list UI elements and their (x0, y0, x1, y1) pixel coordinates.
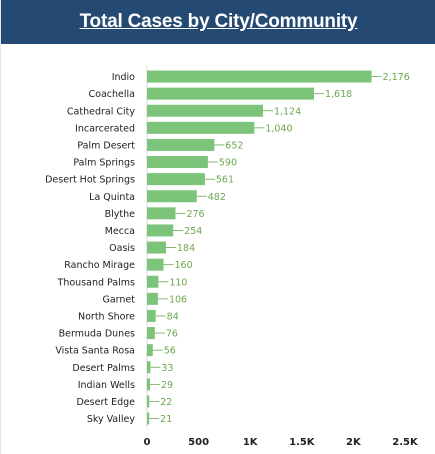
x-tick-label: 1K (243, 437, 259, 448)
x-tick-label: 0 (144, 437, 151, 448)
category-label: Desert Palms (72, 363, 135, 374)
value-label: 1,618 (325, 89, 352, 100)
category-label: Desert Edge (76, 397, 135, 408)
x-tick-label: 500 (188, 437, 209, 448)
category-label: Indio (112, 72, 135, 83)
bar (147, 309, 156, 322)
bar (147, 104, 263, 117)
bar (147, 361, 151, 374)
value-label: 590 (219, 158, 237, 169)
category-label: Desert Hot Springs (45, 175, 135, 186)
value-label: 22 (160, 397, 172, 408)
value-label: 1,124 (274, 106, 301, 117)
category-label: Garnet (102, 294, 135, 305)
bar (147, 258, 164, 271)
category-label: Oasis (109, 243, 135, 254)
bar (147, 173, 205, 186)
category-label: Mecca (105, 226, 135, 237)
value-label: 84 (167, 311, 179, 322)
bar (147, 378, 150, 391)
category-label: Cathedral City (67, 106, 135, 117)
value-label: 76 (166, 329, 178, 340)
chart-title: Total Cases by City/Community (79, 11, 358, 32)
category-label: North Shore (78, 311, 135, 322)
category-label: Rancho Mirage (64, 260, 135, 271)
bar (147, 190, 197, 203)
bar (147, 156, 208, 169)
bar (147, 412, 150, 425)
value-label: 110 (169, 277, 187, 288)
value-label: 106 (169, 294, 187, 305)
value-label: 276 (186, 209, 204, 220)
bar (147, 121, 255, 134)
category-label: Palm Desert (77, 140, 135, 151)
bar (147, 241, 166, 254)
category-label: Coachella (89, 89, 135, 100)
value-label: 21 (160, 414, 172, 425)
value-label: 184 (177, 243, 195, 254)
category-label: Blythe (105, 209, 136, 220)
bar (147, 292, 158, 305)
category-label: Thousand Palms (57, 277, 136, 288)
bar (147, 344, 153, 357)
x-tick-label: 2.5K (392, 437, 419, 448)
x-tick-label: 2K (346, 437, 362, 448)
bar (147, 395, 150, 408)
category-label: Palm Springs (73, 158, 135, 169)
bar (147, 224, 174, 237)
bar (147, 275, 159, 288)
bar (147, 327, 155, 340)
category-label: La Quinta (89, 192, 135, 203)
bar (147, 207, 176, 220)
value-label: 254 (184, 226, 202, 237)
chart-header: Total Cases by City/Community (1, 0, 435, 44)
bar (147, 138, 215, 151)
bar (147, 87, 314, 100)
value-label: 29 (161, 380, 173, 391)
value-label: 33 (161, 363, 173, 374)
value-label: 1,040 (265, 123, 292, 134)
category-label: Indian Wells (78, 380, 135, 391)
value-label: 561 (216, 175, 234, 186)
bar (147, 70, 372, 83)
category-label: Vista Santa Rosa (55, 346, 135, 357)
category-label: Sky Valley (87, 414, 136, 425)
value-label: 160 (175, 260, 193, 271)
value-label: 482 (208, 192, 226, 203)
value-label: 652 (225, 140, 243, 151)
value-label: 2,176 (383, 72, 410, 83)
category-label: Bermuda Dunes (59, 329, 135, 340)
value-label: 56 (164, 346, 176, 357)
x-tick-label: 1.5K (289, 437, 316, 448)
category-label: Incarcerated (75, 123, 135, 134)
